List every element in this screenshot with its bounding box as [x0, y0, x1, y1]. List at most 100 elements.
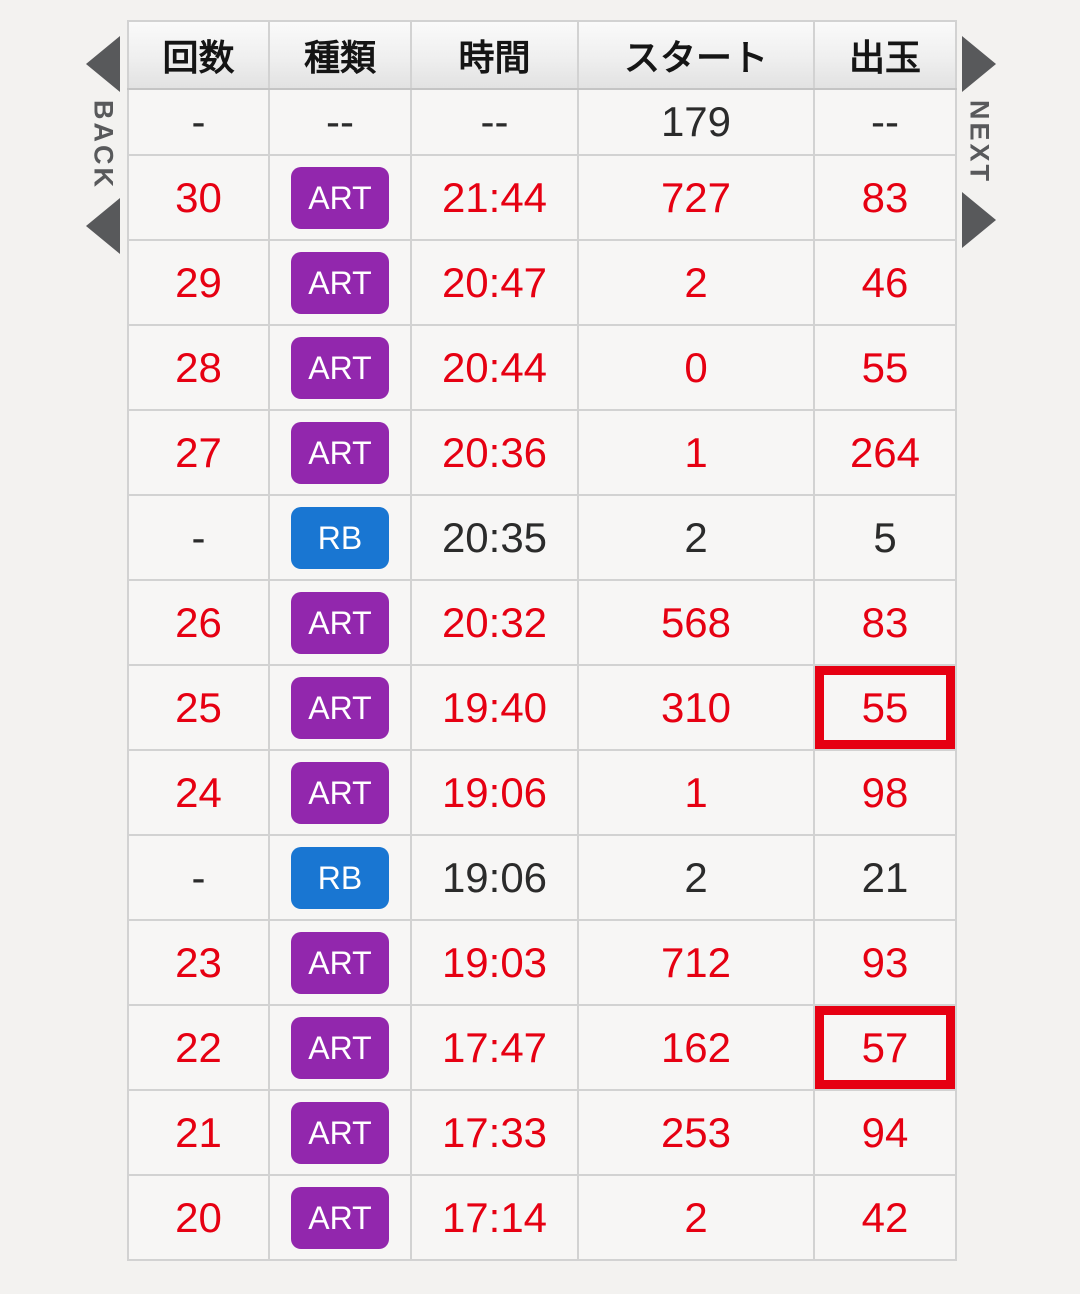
- art-badge: ART: [291, 421, 389, 484]
- dedama-cell: 98: [813, 749, 957, 836]
- type-cell: ART: [268, 154, 412, 241]
- header-start: スタート: [577, 20, 815, 90]
- kaisu-cell: 29: [127, 239, 270, 326]
- type-cell: ART: [268, 749, 412, 836]
- next-label[interactable]: NEXT: [964, 100, 995, 185]
- back-label[interactable]: BACK: [88, 100, 119, 190]
- table-row: 20 ART 17:14 2 42: [127, 1174, 957, 1261]
- table-row: 29 ART 20:47 2 46: [127, 239, 957, 326]
- history-table: 回数 種類 時間 スタート 出玉 - -- -- 179 -- 30 ART 2…: [127, 20, 957, 1261]
- start-cell: 727: [577, 154, 815, 241]
- dedama-cell: 5: [813, 494, 957, 581]
- kaisu-cell: -: [127, 494, 270, 581]
- art-badge: ART: [291, 336, 389, 399]
- back-control[interactable]: BACK: [86, 36, 120, 254]
- start-cell: 253: [577, 1089, 815, 1176]
- header-type: 種類: [268, 20, 412, 90]
- time-cell: 19:06: [410, 834, 579, 921]
- type-cell: ART: [268, 409, 412, 496]
- header-time: 時間: [410, 20, 579, 90]
- dedama-cell-highlighted: 57: [813, 1004, 957, 1091]
- art-badge: ART: [291, 931, 389, 994]
- dedama-cell: 94: [813, 1089, 957, 1176]
- type-cell: ART: [268, 1089, 412, 1176]
- header-kaisu: 回数: [127, 20, 270, 90]
- art-badge: ART: [291, 1101, 389, 1164]
- table-row: 30 ART 21:44 727 83: [127, 154, 957, 241]
- kaisu-cell: -: [127, 834, 270, 921]
- kaisu-cell: 26: [127, 579, 270, 666]
- art-badge: ART: [291, 761, 389, 824]
- back-bottom-arrow-icon[interactable]: [86, 198, 120, 254]
- kaisu-cell: 21: [127, 1089, 270, 1176]
- art-badge: ART: [291, 251, 389, 314]
- time-cell: 17:14: [410, 1174, 579, 1261]
- start-cell: 310: [577, 664, 815, 751]
- time-cell: --: [410, 88, 579, 156]
- dedama-cell: --: [813, 88, 957, 156]
- table-row: 26 ART 20:32 568 83: [127, 579, 957, 666]
- table-row: 22 ART 17:47 162 57: [127, 1004, 957, 1091]
- start-cell: 179: [577, 88, 815, 156]
- dedama-cell: 55: [813, 324, 957, 411]
- time-cell: 17:33: [410, 1089, 579, 1176]
- dedama-cell: 83: [813, 579, 957, 666]
- start-cell: 568: [577, 579, 815, 666]
- dedama-cell: 21: [813, 834, 957, 921]
- type-cell: ART: [268, 324, 412, 411]
- art-badge: ART: [291, 676, 389, 739]
- kaisu-cell: -: [127, 88, 270, 156]
- table-row: 28 ART 20:44 0 55: [127, 324, 957, 411]
- time-cell: 20:32: [410, 579, 579, 666]
- time-cell: 20:47: [410, 239, 579, 326]
- time-cell: 20:44: [410, 324, 579, 411]
- type-cell: ART: [268, 239, 412, 326]
- type-cell: ART: [268, 664, 412, 751]
- art-badge: ART: [291, 1186, 389, 1249]
- table-row: - -- -- 179 --: [127, 88, 957, 156]
- time-cell: 20:36: [410, 409, 579, 496]
- dedama-cell: 93: [813, 919, 957, 1006]
- table-row: 21 ART 17:33 253 94: [127, 1089, 957, 1176]
- start-cell: 1: [577, 749, 815, 836]
- art-badge: ART: [291, 1016, 389, 1079]
- kaisu-cell: 24: [127, 749, 270, 836]
- dedama-cell: 83: [813, 154, 957, 241]
- table-row: - RB 20:35 2 5: [127, 494, 957, 581]
- start-cell: 712: [577, 919, 815, 1006]
- type-cell: RB: [268, 494, 412, 581]
- type-cell: ART: [268, 1174, 412, 1261]
- kaisu-cell: 25: [127, 664, 270, 751]
- kaisu-cell: 28: [127, 324, 270, 411]
- next-control[interactable]: NEXT: [962, 36, 996, 249]
- kaisu-cell: 22: [127, 1004, 270, 1091]
- kaisu-cell: 23: [127, 919, 270, 1006]
- start-cell: 2: [577, 1174, 815, 1261]
- type-cell: ART: [268, 1004, 412, 1091]
- table-row: - RB 19:06 2 21: [127, 834, 957, 921]
- start-cell: 2: [577, 834, 815, 921]
- type-cell: --: [268, 88, 412, 156]
- start-cell: 162: [577, 1004, 815, 1091]
- time-cell: 19:06: [410, 749, 579, 836]
- rb-badge: RB: [291, 506, 389, 569]
- dedama-cell: 264: [813, 409, 957, 496]
- header-dedama: 出玉: [813, 20, 957, 90]
- type-cell: ART: [268, 919, 412, 1006]
- kaisu-cell: 30: [127, 154, 270, 241]
- back-top-arrow-icon[interactable]: [86, 36, 120, 92]
- art-badge: ART: [291, 166, 389, 229]
- header-row: 回数 種類 時間 スタート 出玉: [127, 20, 957, 90]
- table-row: 25 ART 19:40 310 55: [127, 664, 957, 751]
- time-cell: 19:03: [410, 919, 579, 1006]
- time-cell: 17:47: [410, 1004, 579, 1091]
- next-bottom-arrow-icon[interactable]: [962, 192, 996, 249]
- kaisu-cell: 20: [127, 1174, 270, 1261]
- table-row: 24 ART 19:06 1 98: [127, 749, 957, 836]
- dedama-cell: 46: [813, 239, 957, 326]
- art-badge: ART: [291, 591, 389, 654]
- type-cell: ART: [268, 579, 412, 666]
- start-cell: 1: [577, 409, 815, 496]
- next-top-arrow-icon[interactable]: [962, 36, 996, 92]
